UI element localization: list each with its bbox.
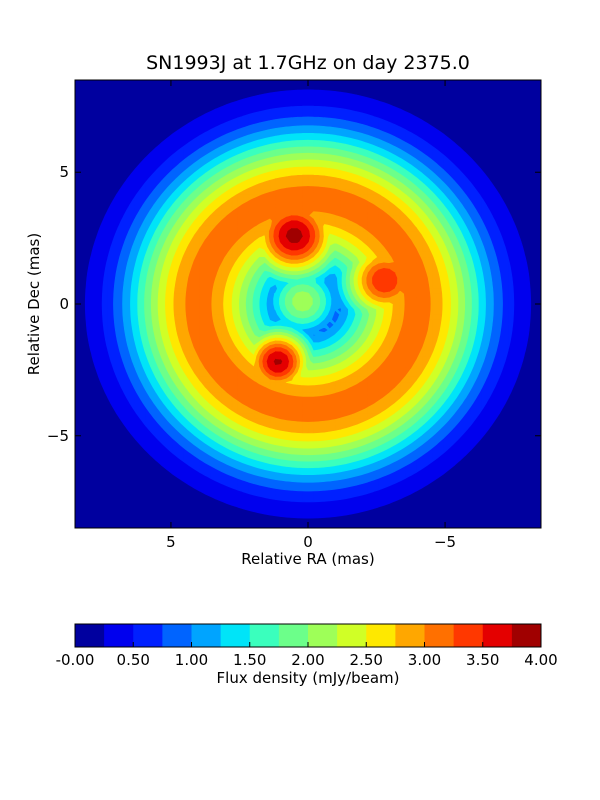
colorbar-segment [191,624,222,647]
colorbar-segment [366,624,396,647]
colorbar-segment [482,624,513,647]
chart-title: SN1993J at 1.7GHz on day 2375.0 [146,52,470,74]
colorbar-segment [220,624,251,647]
y-axis-ticks: 5 0 −5 [47,163,541,445]
colorbar-tick-label: 2.00 [291,651,324,669]
y-tick-label: −5 [47,427,69,445]
y-axis-label: Relative Dec (mas) [25,233,43,375]
x-tick-label: 5 [166,533,176,551]
x-tick-label: 0 [303,533,313,551]
colorbar-tick-label: 1.50 [233,651,266,669]
colorbar-segment [162,624,192,647]
x-tick-label: −5 [434,533,456,551]
x-axis-ticks: 5 0 −5 [166,80,456,551]
colorbar-segment [75,624,105,647]
y-tick-label: 5 [59,163,69,181]
colorbar-segment [453,624,484,647]
colorbar-tick-label: 1.00 [175,651,208,669]
colorbar-segment [104,624,134,647]
colorbar-tick-label: 4.00 [524,651,557,669]
colorbar-tick-label: 3.50 [466,651,499,669]
colorbar [75,624,542,647]
y-tick-label: 0 [59,295,69,313]
colorbar-segment [424,624,455,647]
colorbar-segment [133,624,163,647]
flux-contours [84,89,532,519]
colorbar-segment [395,624,425,647]
colorbar-label: Flux density (mJy/beam) [217,669,400,687]
colorbar-segment [249,624,280,647]
colorbar-segment [278,624,309,647]
contour-band-15 [273,227,303,365]
colorbar-segment [308,624,338,647]
colorbar-tick-label: 3.00 [408,651,441,669]
x-axis-label: Relative RA (mas) [241,550,374,568]
colorbar-ticks: -0.00 0.50 1.00 1.50 2.00 2.50 3.00 3.50 4.00 [56,642,558,669]
colorbar-tick-label: -0.00 [56,651,95,669]
colorbar-tick-label: 0.50 [117,651,150,669]
colorbar-segment [511,624,542,647]
colorbar-segment [337,624,367,647]
colorbar-tick-label: 2.50 [350,651,383,669]
